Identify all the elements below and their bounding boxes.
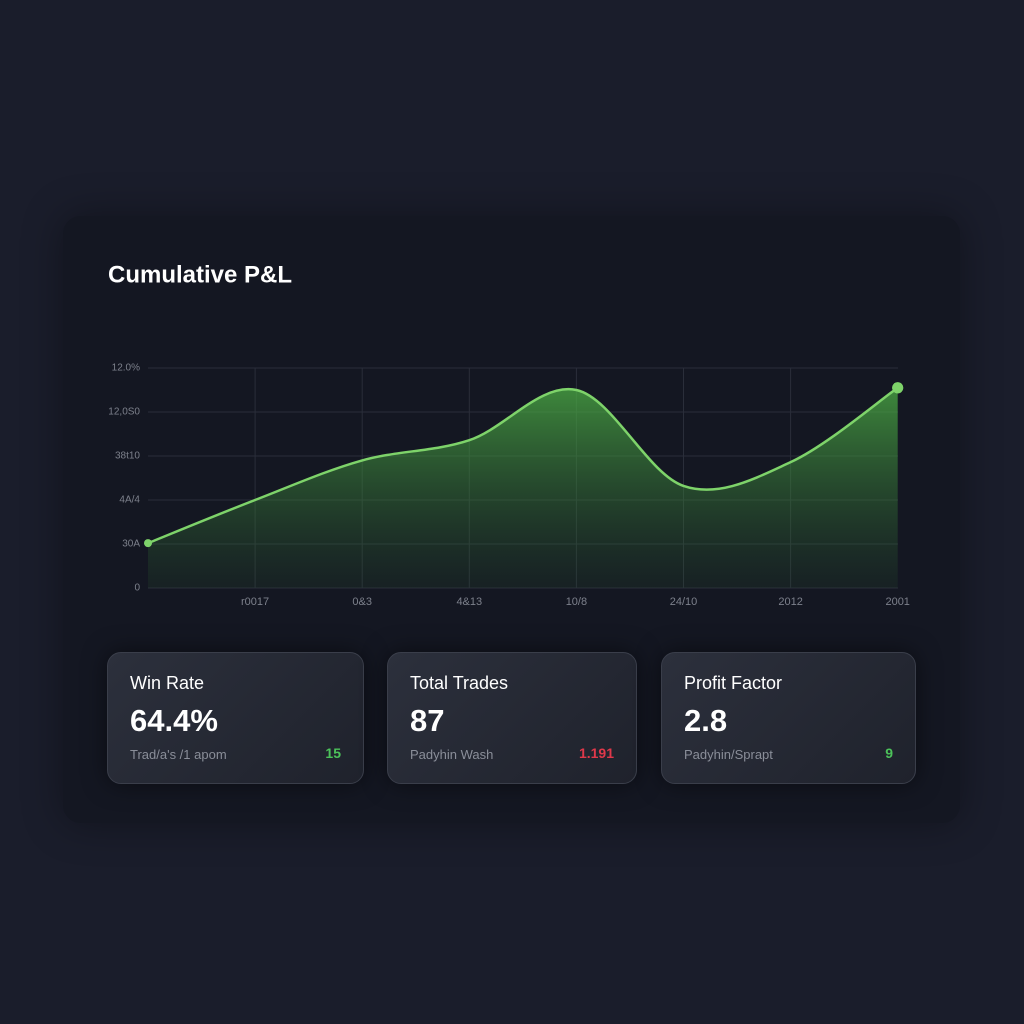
stat-subtitle: Padyhin/Sprapt [684, 747, 773, 762]
stat-value: 87 [410, 703, 445, 738]
stat-card: Profit Factor 2.8 Padyhin/Sprapt 9 [661, 652, 916, 784]
y-tick-label: 0 [134, 583, 140, 594]
stat-subtitle: Trad/a's /1 apom [130, 747, 227, 762]
stat-delta: 1.191 [578, 745, 614, 761]
stat-label: Total Trades [410, 673, 509, 693]
y-tick-label: 30A [122, 539, 140, 550]
x-tick-label: 24/10 [670, 596, 698, 608]
stat-card: Win Rate 64.4% Trad/a's /1 apom 15 [107, 652, 364, 784]
stat-card: Total Trades 87 Padyhin Wash 1.191 [387, 652, 637, 784]
stat-delta: 15 [325, 745, 341, 761]
stat-subtitle: Padyhin Wash [410, 747, 494, 762]
x-tick-label: 2012 [778, 596, 802, 608]
x-tick-label: 2001 [885, 596, 909, 608]
y-tick-label: 38t10 [115, 451, 140, 462]
x-tick-label: 4&13 [456, 596, 482, 608]
stat-value: 64.4% [130, 703, 218, 738]
x-tick-label: 10/8 [566, 596, 587, 608]
x-tick-label: 0&3 [352, 596, 372, 608]
stat-value: 2.8 [684, 703, 728, 738]
point [892, 382, 904, 394]
y-tick-label: 12.0% [112, 363, 140, 374]
y-tick-label: 12,0S0 [108, 407, 140, 418]
stat-label: Profit Factor [684, 673, 783, 693]
stat-label: Win Rate [130, 673, 205, 693]
stat-delta: 9 [885, 745, 893, 761]
line [147, 386, 899, 545]
y-tick-label: 4A/4 [119, 495, 140, 506]
area-fill [148, 387, 898, 588]
chart-title: Cumulative P&L [108, 261, 292, 288]
x-tick-label: r0017 [241, 596, 269, 608]
point [144, 539, 152, 548]
